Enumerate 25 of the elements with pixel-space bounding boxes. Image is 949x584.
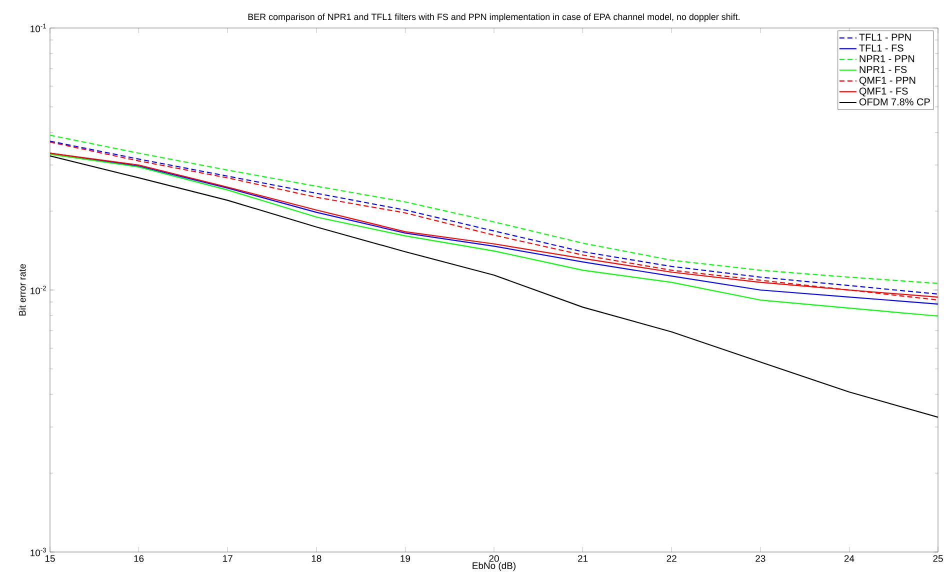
legend-label: OFDM 7.8% CP: [859, 98, 930, 106]
x-tick-label: 22: [666, 555, 676, 562]
x-tick-label: 16: [134, 555, 144, 562]
x-tick-label: 17: [223, 555, 232, 562]
x-tick-label: 20: [489, 555, 499, 562]
legend-label: QMF1 - FS: [859, 88, 908, 96]
legend-label: NPR1 - FS: [860, 66, 907, 74]
chart-title: BER comparison of NPR1 and TFL1 filters with FS and PPN implementation in case of EPA channel model, no doppler shift.: [248, 13, 740, 22]
y-tick-label: 10$^{-1}$: [30, 24, 46, 32]
x-tick-label: 19: [400, 555, 410, 562]
y-tick-label: 10$^{-2}$: [30, 286, 46, 294]
x-tick-label: 21: [578, 555, 588, 562]
x-axis-title: EbNo (dB): [472, 562, 516, 571]
y-axis-title: Bit error rate: [18, 264, 26, 316]
x-tick-label: 18: [312, 555, 322, 562]
x-tick-label: 23: [756, 555, 766, 562]
x-tick-label: 24: [844, 555, 854, 562]
legend-label: QMF1 - PPN: [859, 76, 916, 86]
legend-label: NPR1 - PPN: [860, 55, 914, 62]
legend-label: TFL1 - PPN: [859, 34, 911, 41]
x-tick-label: 25: [933, 555, 943, 562]
x-tick-label: 15: [45, 555, 55, 562]
line-series: [50, 155, 938, 418]
legend-label: TFL1 - FS: [859, 44, 904, 52]
y-tick-label: 10$^{-3}$: [30, 548, 46, 556]
